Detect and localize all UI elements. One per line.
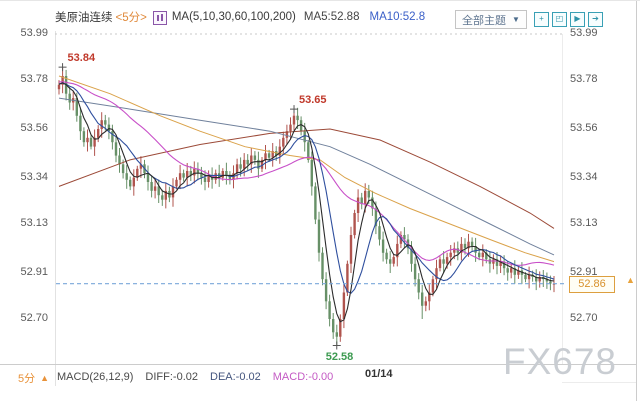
theme-dropdown[interactable]: 全部主题 ▼ [455, 10, 527, 29]
crosshair-icon[interactable]: + [533, 12, 549, 27]
macd-value: DEA:-0.02 [210, 371, 261, 383]
macd-value: DIFF:-0.02 [145, 371, 198, 383]
y-axis-label: 52.91 [20, 266, 48, 278]
chart-header: 美原油连续 <5分> MA(5,10,30,60,100,200) MA5:52… [55, 9, 425, 25]
period-tag: <5分> [115, 12, 147, 24]
y-axis-label: 52.70 [570, 312, 598, 324]
macd-value: MACD:-0.00 [272, 371, 334, 383]
ma-settings-label: MA(5,10,30,60,100,200) [171, 11, 296, 23]
chart-play-icon[interactable]: ▶ [569, 12, 585, 27]
y-axis-label: 53.56 [20, 122, 48, 134]
y-axis-label: 53.13 [20, 217, 48, 229]
chevron-down-icon: ▼ [512, 15, 520, 24]
symbol-title: 美原油连续 [55, 12, 113, 24]
y-axis-label: 53.34 [570, 171, 598, 183]
toolbar-buttons: + ◰ ▶ ➔ [533, 12, 603, 27]
plot-right-border [562, 34, 563, 364]
plot-left-border [55, 31, 56, 386]
scroll-latest-icon[interactable]: ▲ [626, 275, 635, 285]
watermark: FX678 [503, 341, 618, 382]
y-axis-label: 53.99 [20, 27, 48, 39]
chart-toolbar: 全部主题 ▼ + ◰ ▶ ➔ [455, 10, 603, 29]
y-axis-label: 53.78 [570, 73, 598, 85]
y-axis-label: 52.70 [20, 312, 48, 324]
y-axis-label: 53.99 [570, 27, 598, 39]
chart-export-icon[interactable]: ➔ [587, 12, 603, 27]
window-right-border [636, 1, 637, 401]
y-axis-label: 52.91 [570, 266, 598, 278]
y-axis-label: 53.13 [570, 217, 598, 229]
subpanel-period-selector[interactable]: 5分 ▲ [18, 370, 49, 386]
ma10-value: MA10:52.8 [369, 11, 426, 23]
x-axis-date-label: 01/14 [365, 368, 393, 380]
ma5-value: MA5:52.88 [303, 11, 360, 23]
chart-window-icon[interactable]: ◰ [551, 12, 567, 27]
subpanel-top-border [562, 382, 636, 383]
triangle-up-icon: ▲ [40, 373, 50, 383]
high-price-label: 53.84 [67, 52, 96, 65]
subpanel-period-label: 5分 [18, 373, 36, 385]
current-price-tag: 52.86 [569, 276, 615, 293]
chart-panel-separator [0, 364, 636, 365]
theme-dropdown-label: 全部主题 [462, 14, 506, 27]
high-price-label: 53.65 [299, 94, 327, 107]
y-axis-label: 53.34 [20, 171, 48, 183]
y-axis-label: 53.78 [20, 73, 48, 85]
low-price-label: 52.58 [325, 350, 354, 363]
y-axis-label: 53.56 [570, 122, 598, 134]
macd-indicator-header: MACD(26,12,9) DIFF:-0.02 DEA:-0.02 MACD:-0.… [57, 371, 333, 383]
macd-value: MACD(26,12,9) [57, 371, 134, 383]
candlestick-chart-icon [152, 11, 167, 25]
